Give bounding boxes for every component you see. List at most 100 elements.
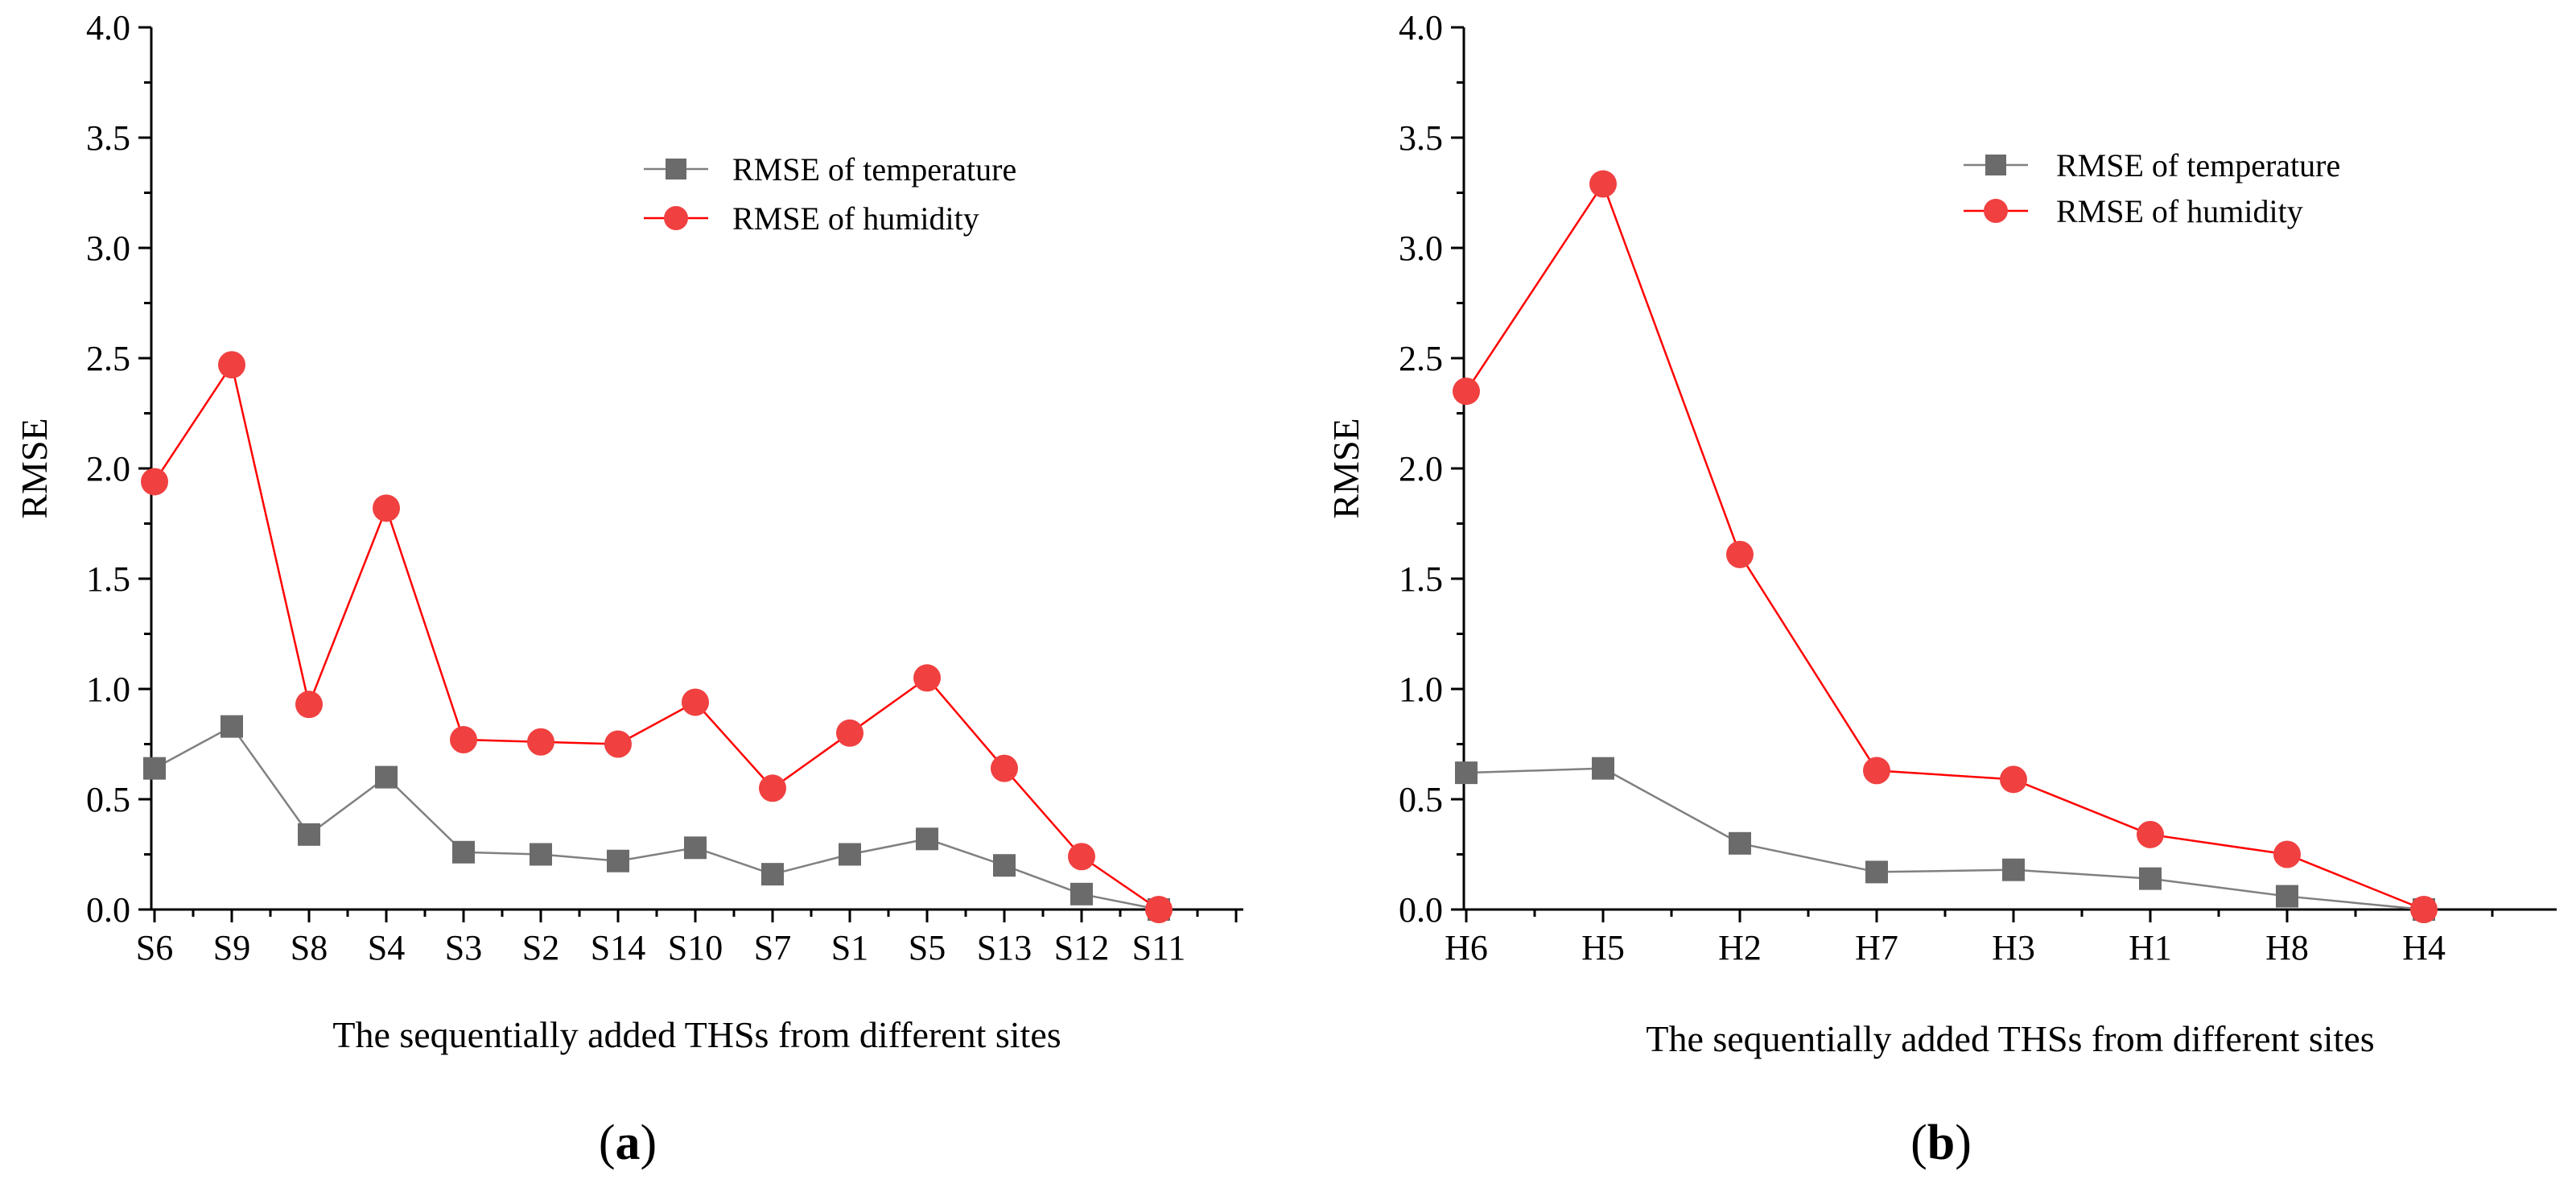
data-point-square <box>1592 757 1614 780</box>
x-tick-label: S10 <box>668 928 723 967</box>
data-point-square <box>530 843 552 866</box>
data-point-circle <box>1726 540 1754 568</box>
data-point-square <box>607 849 629 872</box>
x-tick-label: S8 <box>291 928 328 967</box>
data-point-circle <box>1863 757 1890 785</box>
y-tick-label: 2.5 <box>1399 339 1443 378</box>
data-point-circle <box>2000 765 2027 794</box>
data-point-square <box>1070 882 1093 905</box>
legend-label: RMSE of temperature <box>732 151 1016 188</box>
data-point-circle <box>2410 896 2438 923</box>
chart-panel-b: 0.0 0.5 1.0 1.5 2.0 2.5 3.0 3.5 4.0 H6 H5 H2 H7 H3 H1 H… <box>1325 8 2557 1170</box>
series-line <box>153 362 1160 911</box>
data-point-circle <box>1145 896 1173 923</box>
x-tick-label: H5 <box>1581 928 1625 967</box>
y-tick-label: 0.0 <box>86 890 130 930</box>
data-point-circle <box>373 494 400 522</box>
y-tick-label: 0.5 <box>86 780 130 819</box>
y-tick-label: 3.5 <box>86 118 130 158</box>
data-point-square <box>375 765 398 789</box>
y-tick-label: 0.0 <box>1399 890 1443 930</box>
series-humidity <box>1453 170 2438 923</box>
y-tick-label: 4.0 <box>1399 8 1443 47</box>
data-point-circle <box>836 719 863 747</box>
y-tick-label: 1.0 <box>86 670 130 709</box>
legend-marker-circle <box>1984 199 2008 223</box>
series-line <box>1465 181 2425 911</box>
data-point-circle <box>1068 843 1095 871</box>
y-tick-label: 1.5 <box>1399 559 1443 599</box>
x-tick-label: S5 <box>909 928 946 967</box>
data-point-circle <box>527 728 554 756</box>
data-point-square <box>221 715 243 738</box>
y-tick-label: 2.5 <box>86 339 130 378</box>
data-point-circle <box>1589 170 1617 198</box>
data-point-circle <box>218 351 245 379</box>
data-point-square <box>1455 761 1478 785</box>
data-point-circle <box>604 730 632 758</box>
data-point-square <box>2002 858 2025 881</box>
x-tick-label: H4 <box>2402 928 2446 967</box>
data-point-square <box>993 854 1016 877</box>
data-point-circle <box>759 774 786 802</box>
y-axis-title: RMSE <box>1325 418 1366 518</box>
series-temperature <box>1455 757 2435 921</box>
data-point-circle <box>295 691 323 719</box>
data-point-circle <box>141 468 168 496</box>
data-point-circle <box>913 664 941 692</box>
legend: RMSE of temperature RMSE of humidity <box>644 151 1016 237</box>
data-point-square <box>452 840 475 864</box>
x-tick-label: S9 <box>213 928 250 967</box>
legend-label: RMSE of humidity <box>732 200 979 237</box>
legend-marker-circle <box>664 206 688 230</box>
data-point-circle <box>2137 820 2164 848</box>
data-point-square <box>298 823 320 846</box>
y-tick-label: 1.0 <box>1399 670 1443 709</box>
data-point-circle <box>1453 377 1480 406</box>
panel-label: (b) <box>1910 1116 1972 1170</box>
y-tick-label: 2.0 <box>1399 449 1443 489</box>
x-tick-label: S6 <box>136 928 173 967</box>
x-tick-label: S4 <box>368 928 405 967</box>
x-tick-label: S13 <box>977 928 1032 967</box>
data-point-square <box>143 757 166 780</box>
x-tick-label: S3 <box>445 928 482 967</box>
data-point-square <box>684 836 707 860</box>
x-axis-title: The sequentially added THSs from differe… <box>1646 1018 2374 1059</box>
x-tick-label: H7 <box>1855 928 1898 967</box>
x-tick-label: H2 <box>1718 928 1762 967</box>
x-tick-label: S1 <box>831 928 868 967</box>
series-humidity <box>141 351 1173 923</box>
data-point-circle <box>450 726 477 754</box>
panel-label: (a) <box>599 1116 657 1170</box>
y-tick-label: 3.0 <box>1399 229 1443 268</box>
x-tick-label: H3 <box>1992 928 2035 967</box>
legend-marker-square <box>1985 155 2006 175</box>
data-point-square <box>2276 885 2298 908</box>
y-tick-label: 0.5 <box>1399 780 1443 819</box>
y-tick-label: 3.0 <box>86 229 130 268</box>
series-line <box>1465 767 2425 911</box>
legend: RMSE of temperature RMSE of humidity <box>1964 147 2340 229</box>
x-tick-label: S7 <box>754 928 791 967</box>
series-line <box>154 724 1160 911</box>
x-tick-label: H6 <box>1445 928 1488 967</box>
x-axis-title: The sequentially added THSs from differe… <box>332 1014 1061 1055</box>
data-point-circle <box>991 754 1018 782</box>
x-tick-label: S14 <box>591 928 645 967</box>
y-tick-label: 2.0 <box>86 449 130 489</box>
y-axis-title: RMSE <box>14 418 55 518</box>
data-point-square <box>1729 831 1751 855</box>
data-point-square <box>916 827 938 851</box>
data-point-square <box>1865 860 1888 884</box>
x-tick-label: S12 <box>1054 928 1109 967</box>
x-tick-label: S2 <box>522 928 559 967</box>
x-tick-label: S11 <box>1132 928 1186 967</box>
legend-marker-square <box>666 159 686 179</box>
y-tick-label: 1.5 <box>86 559 130 599</box>
data-point-circle <box>682 688 709 716</box>
y-tick-label: 3.5 <box>1399 118 1443 158</box>
legend-label: RMSE of temperature <box>2056 147 2340 184</box>
